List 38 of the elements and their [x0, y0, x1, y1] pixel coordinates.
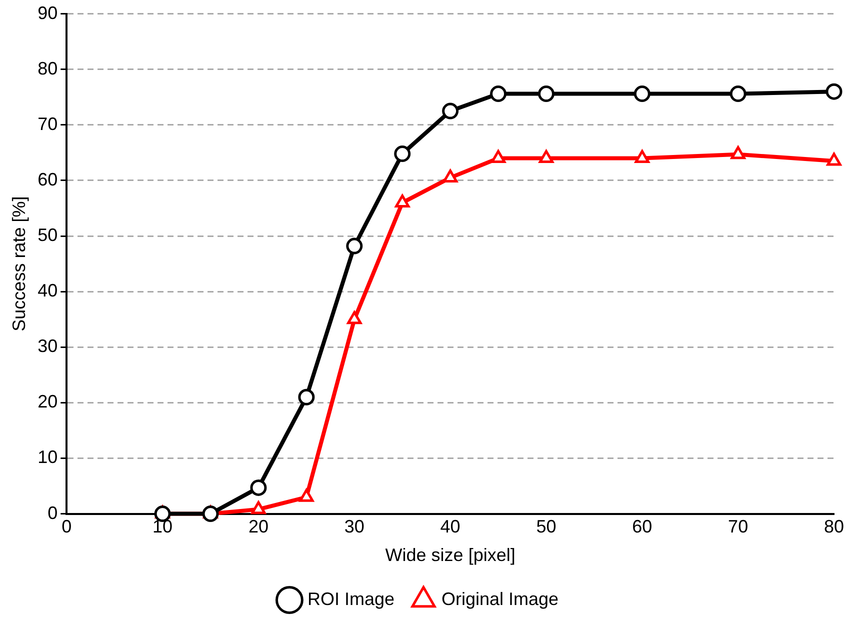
point — [299, 488, 314, 502]
x-tick-label: 20 — [248, 516, 268, 537]
point — [634, 86, 650, 102]
point — [490, 86, 507, 102]
legend-label: ROI Image — [307, 588, 394, 609]
y-tick-label: 0 — [48, 502, 58, 523]
point — [202, 506, 219, 522]
legend-label: Original Image — [441, 588, 559, 609]
y-tick-label: 50 — [38, 224, 58, 245]
x-tick-label: 70 — [728, 516, 748, 537]
y-tick-label: 70 — [38, 114, 58, 134]
x-tick-label: 80 — [824, 516, 844, 537]
x-tick-label: 0 — [62, 516, 72, 537]
y-tick-label: 60 — [38, 169, 58, 190]
y-tick-label: 80 — [38, 58, 58, 78]
y-tick-label: 30 — [38, 336, 58, 356]
point — [394, 146, 411, 162]
point — [298, 388, 315, 406]
point — [826, 83, 842, 100]
point — [347, 311, 362, 324]
x-tick-label: 10 — [152, 516, 173, 537]
point — [346, 238, 363, 254]
point — [251, 501, 266, 514]
point — [250, 479, 267, 496]
point — [730, 86, 746, 102]
point — [538, 86, 554, 102]
y-axis-title: Success rate [%] — [8, 196, 29, 332]
y-tick-label: 90 — [38, 2, 58, 23]
y-tick-label: 10 — [38, 447, 58, 468]
x-tick-label: 40 — [440, 516, 460, 537]
point — [730, 146, 746, 160]
x-tick-label: 30 — [344, 516, 364, 537]
x-tick-label: 60 — [632, 516, 652, 537]
y-tick-label: 20 — [38, 392, 58, 412]
point — [442, 102, 459, 120]
x-axis-title: Wide size [pixel] — [385, 545, 516, 566]
y-tick-label: 40 — [38, 280, 58, 301]
x-tick-label: 50 — [536, 516, 556, 537]
